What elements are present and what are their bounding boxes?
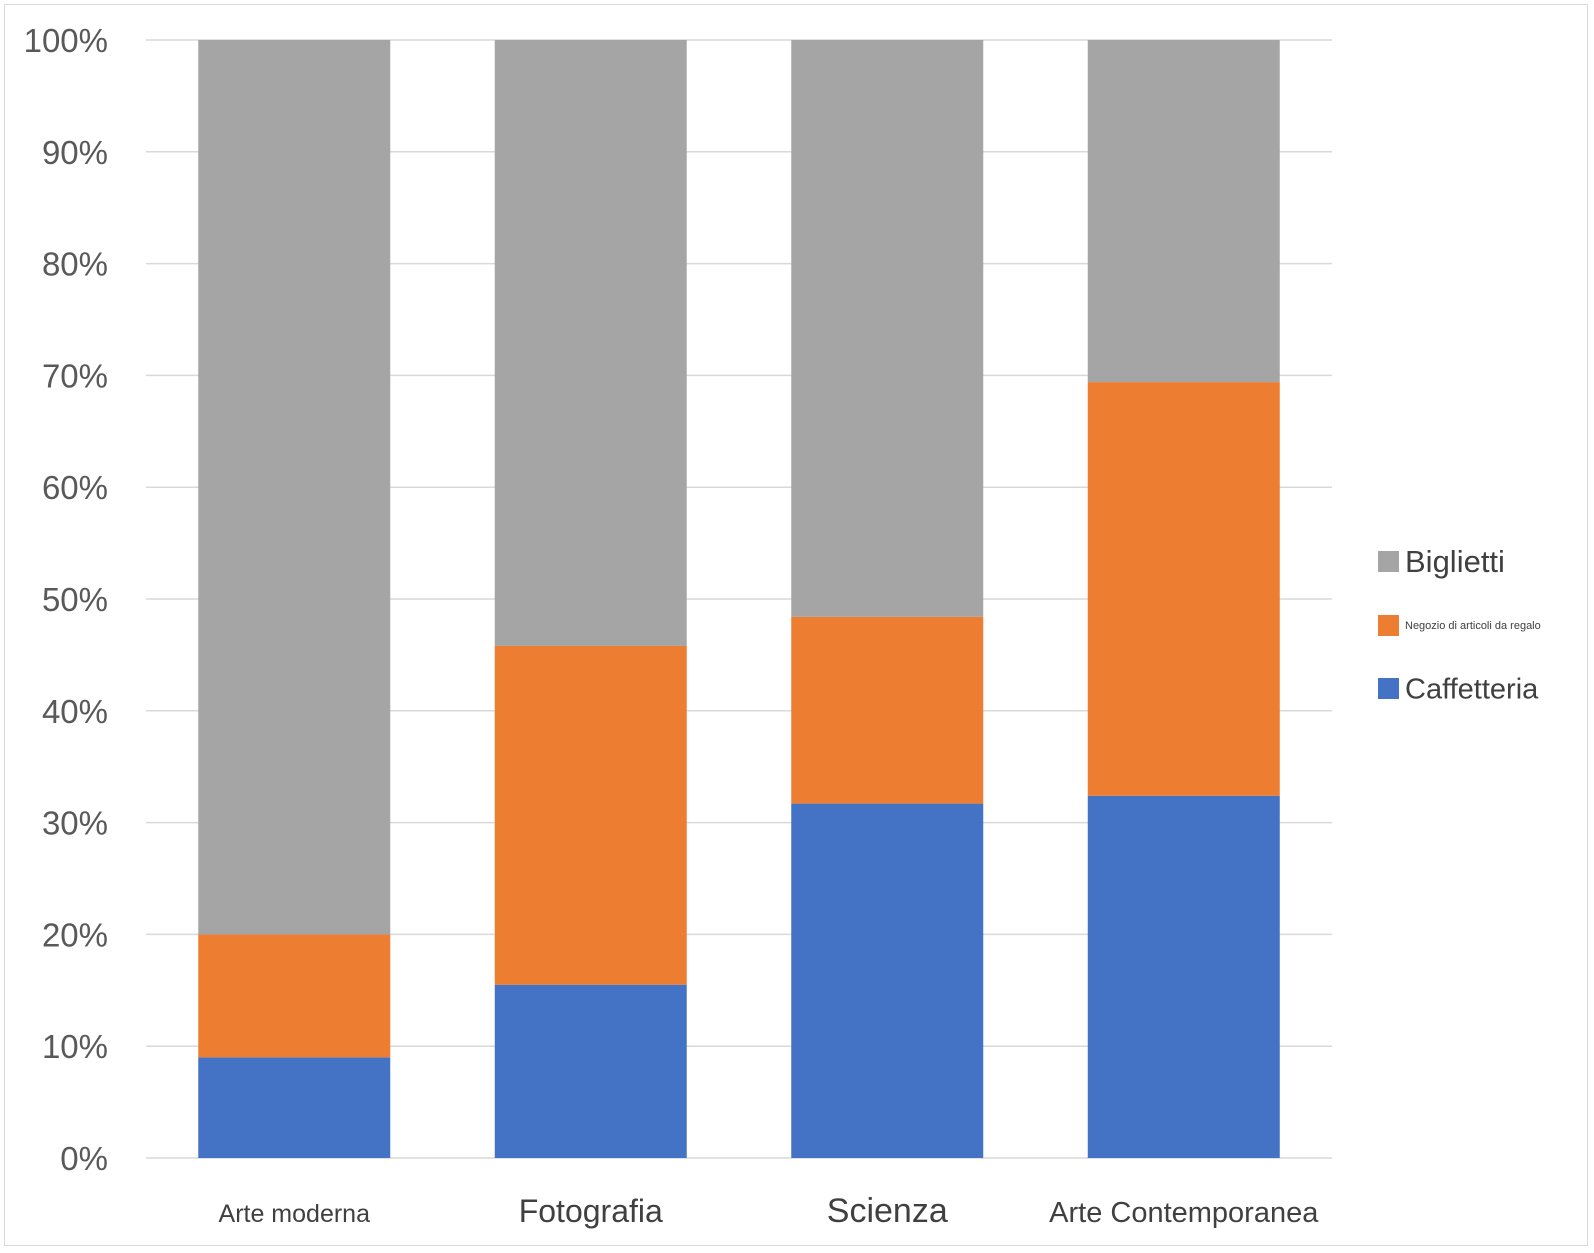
legend-label: Caffetteria bbox=[1405, 673, 1539, 705]
y-tick-label: 50% bbox=[42, 581, 108, 618]
bar-segment-caffetteria-2[interactable] bbox=[791, 803, 984, 1158]
x-tick-label: Scienza bbox=[827, 1192, 948, 1230]
y-tick-label: 90% bbox=[42, 134, 108, 171]
bars bbox=[198, 40, 1280, 1158]
x-tick-label: Arte Contemporanea bbox=[1049, 1197, 1319, 1229]
y-tick-label: 80% bbox=[42, 246, 108, 283]
bar-segment-biglietti-0[interactable] bbox=[198, 40, 391, 935]
y-tick-label: 100% bbox=[24, 22, 108, 59]
bar-segment-biglietti-1[interactable] bbox=[494, 40, 687, 646]
legend-swatch bbox=[1378, 615, 1399, 636]
y-tick-label: 0% bbox=[60, 1140, 108, 1177]
bar-segment-caffetteria-3[interactable] bbox=[1087, 795, 1280, 1158]
x-tick-label: Fotografia bbox=[519, 1193, 663, 1229]
y-tick-label: 20% bbox=[42, 916, 108, 953]
y-tick-label: 10% bbox=[42, 1028, 108, 1065]
bar-segment-caffetteria-0[interactable] bbox=[198, 1057, 391, 1158]
legend-swatch bbox=[1378, 551, 1399, 572]
legend-swatch bbox=[1378, 678, 1399, 699]
y-tick-label: 30% bbox=[42, 805, 108, 842]
bar-segment-negozio-di-articoli-da-regalo-3[interactable] bbox=[1087, 382, 1280, 796]
y-tick-label: 70% bbox=[42, 357, 108, 394]
y-axis-tick-labels: 0% 10% 20% 30% 40% 50% 60% 70% 80% 90% 100% bbox=[24, 22, 108, 1177]
bar-segment-caffetteria-1[interactable] bbox=[494, 984, 687, 1158]
bar-segment-negozio-di-articoli-da-regalo-0[interactable] bbox=[198, 934, 391, 1058]
y-tick-label: 40% bbox=[42, 693, 108, 730]
bar-segment-negozio-di-articoli-da-regalo-1[interactable] bbox=[494, 645, 687, 985]
legend[interactable]: Biglietti Negozio di articoli da regalo Ca… bbox=[1378, 544, 1541, 705]
x-axis-tick-labels: Arte moderna Fotografia Scienza Arte Contem… bbox=[219, 1192, 1320, 1230]
x-tick-label: Arte moderna bbox=[219, 1200, 371, 1228]
bar-segment-negozio-di-articoli-da-regalo-2[interactable] bbox=[791, 616, 984, 804]
legend-label: Negozio di articoli da regalo bbox=[1405, 620, 1541, 632]
bar-segment-biglietti-2[interactable] bbox=[791, 40, 984, 617]
bar-segment-biglietti-3[interactable] bbox=[1087, 40, 1280, 383]
y-tick-label: 60% bbox=[42, 469, 108, 506]
legend-label: Biglietti bbox=[1405, 544, 1505, 579]
